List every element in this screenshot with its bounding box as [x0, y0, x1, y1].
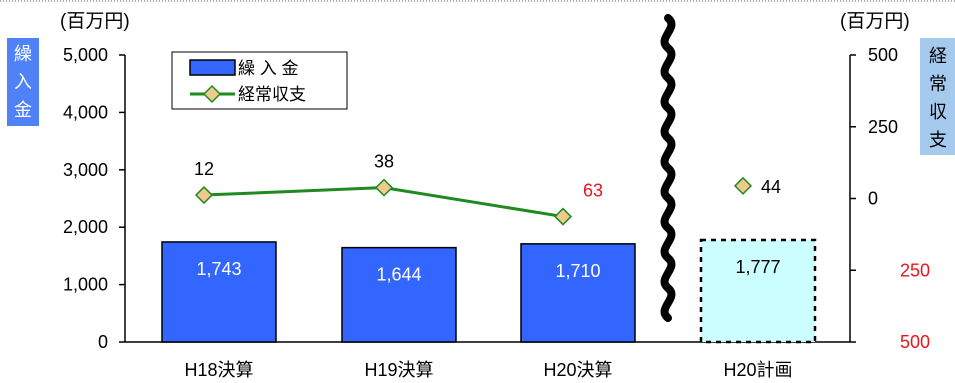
left-axis-ticks: 0 1,000 2,000 3,000 4,000 5,000 — [63, 45, 125, 352]
bar — [341, 246, 457, 343]
line-value-label: 38 — [374, 152, 394, 172]
line-value-label: 12 — [194, 159, 214, 179]
right-axis-ticks: 500 250 0 250 500 — [850, 45, 930, 352]
bars: 1,743 1,644 1,710 1,777 — [161, 238, 817, 344]
right-tick-label: 500 — [868, 45, 898, 65]
bar — [699, 238, 817, 344]
category-label: H20計画 — [723, 360, 792, 380]
left-tick-label: 2,000 — [63, 217, 108, 237]
left-axis-title: 繰入金 — [7, 38, 39, 126]
line-value-label: 44 — [761, 177, 781, 197]
right-tick-label: 500 — [900, 332, 930, 352]
bar-value-label: 1,743 — [196, 259, 241, 279]
left-tick-label: 4,000 — [63, 102, 108, 122]
left-tick-label: 5,000 — [63, 45, 108, 65]
bar-value-label: 1,644 — [376, 265, 421, 285]
bar — [161, 241, 277, 343]
bar — [520, 243, 636, 343]
category-label: H19決算 — [364, 360, 433, 380]
legend-bar-label: 繰 入 金 — [238, 59, 298, 78]
line-marker — [733, 176, 753, 195]
left-axis-unit: (百万円) — [60, 11, 130, 32]
category-label: H18決算 — [184, 360, 253, 380]
right-axis-title-text: 経常収支 — [929, 46, 947, 150]
line-marker — [553, 207, 573, 226]
right-tick-label: 250 — [868, 117, 898, 137]
right-tick-label: 250 — [900, 260, 930, 280]
legend: 繰 入 金 経常収支 — [171, 51, 348, 110]
left-tick-label: 1,000 — [63, 275, 108, 295]
left-tick-label: 0 — [98, 332, 108, 352]
legend-line-marker — [202, 84, 222, 104]
bar-value-label: 1,710 — [555, 261, 600, 281]
right-axis-unit: (百万円) — [840, 11, 910, 32]
category-label: H20決算 — [543, 360, 612, 380]
left-tick-label: 3,000 — [63, 160, 108, 180]
line-value-label: 63 — [583, 181, 603, 201]
left-axis-title-text: 繰入金 — [14, 44, 32, 120]
line-marker — [194, 185, 214, 205]
line-series: 12 38 63 44 — [194, 152, 781, 226]
category-labels: H18決算 H19決算 H20決算 H20計画 — [184, 360, 792, 380]
right-axis-title: 経常収支 — [920, 38, 955, 155]
line-marker — [374, 178, 394, 197]
axis-break-squiggle — [660, 14, 676, 322]
bar-value-label: 1,777 — [735, 257, 780, 277]
legend-bar-swatch — [189, 59, 236, 76]
legend-line-label: 経常収支 — [238, 85, 306, 104]
right-tick-label: 0 — [868, 189, 878, 209]
